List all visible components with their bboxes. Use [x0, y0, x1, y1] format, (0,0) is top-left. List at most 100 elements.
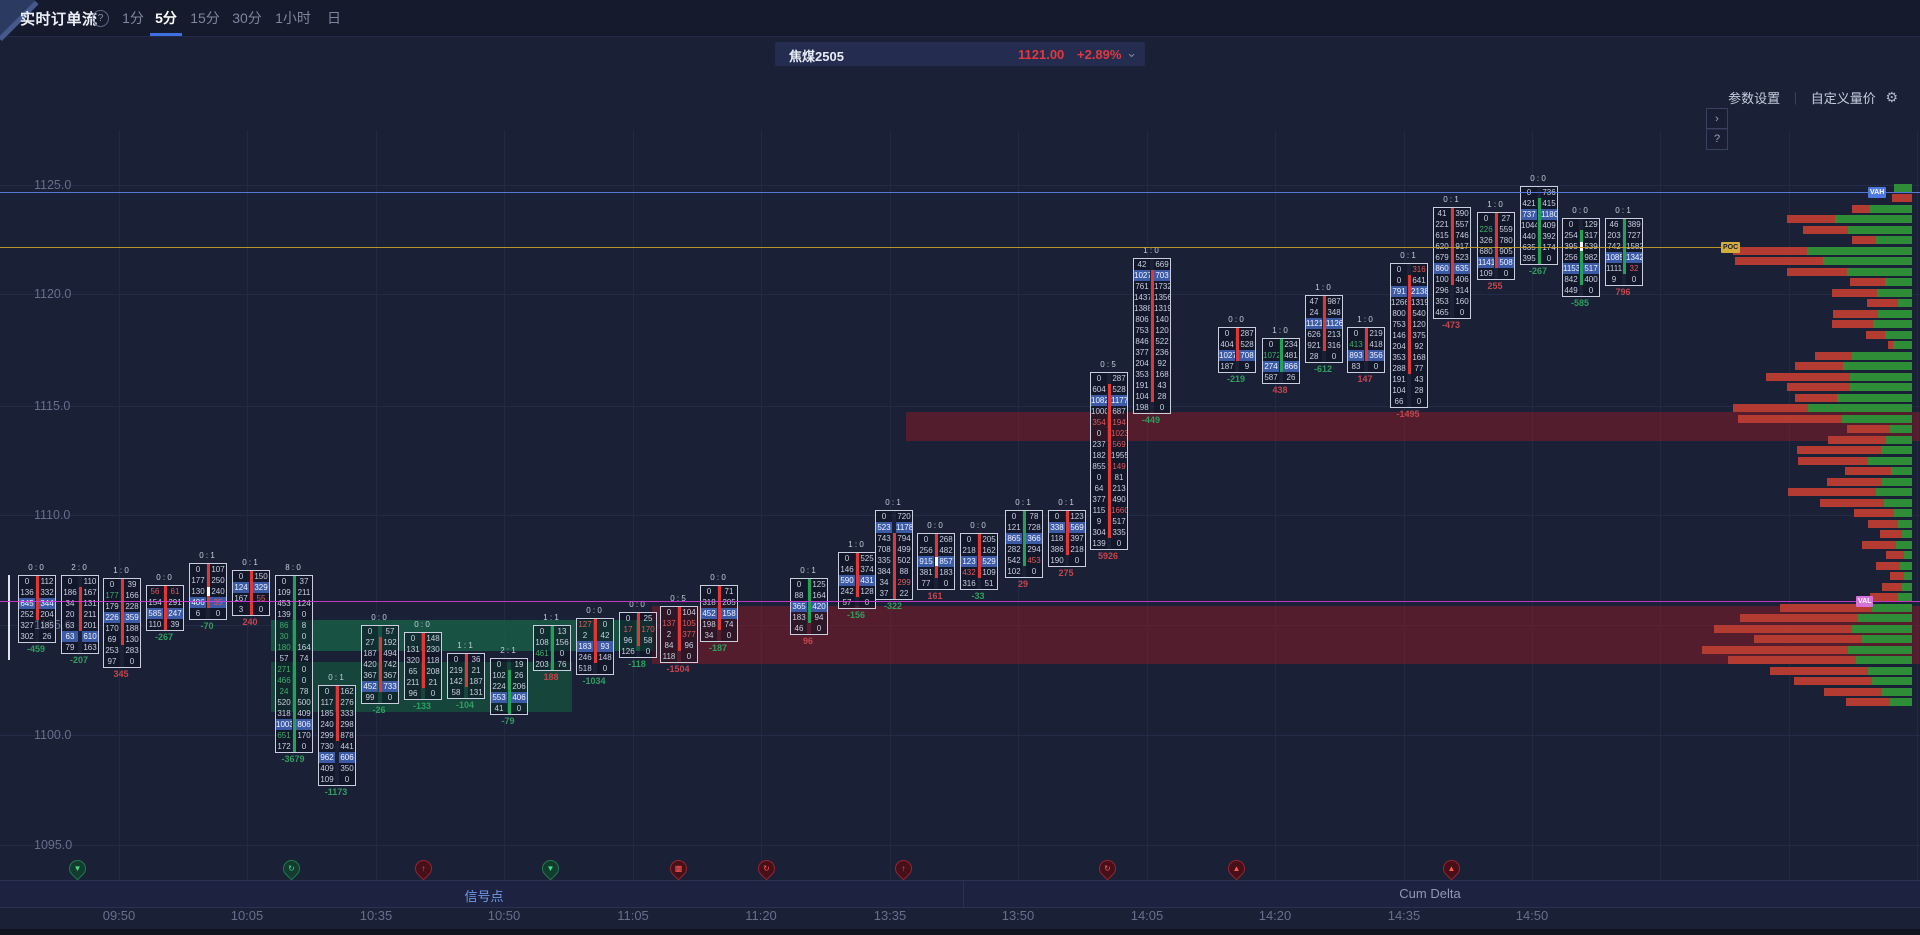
signal-pin-icon[interactable]: ▩: [666, 856, 691, 881]
cum-delta-panel-label[interactable]: Cum Delta: [1399, 886, 1461, 901]
footprint-candle[interactable]: 0 78 121 728 865 366 282 294 542 453 102 0: [1005, 510, 1043, 578]
chevron-down-icon[interactable]: ⌄: [1126, 45, 1137, 60]
ask-volume-cell: 150: [253, 571, 269, 582]
orderflow-chart[interactable]: 0 : 0 0 112 136 332 645 344 252 204 327 185 302 26 -4…: [0, 130, 1920, 881]
ask-volume-cell: 236: [1154, 347, 1170, 358]
bid-volume-cell: 20: [62, 609, 78, 620]
footprint-row: 432 109: [961, 567, 997, 578]
volume-profile-bar-bid: [1780, 604, 1872, 612]
volume-profile-bar-bid: [1766, 373, 1850, 381]
custom-volume-price-button[interactable]: 自定义量价: [1810, 91, 1876, 106]
signal-pin-icon[interactable]: ↑: [411, 856, 436, 881]
footprint-candle[interactable]: 0 150 124 329 167 55 3 0: [232, 570, 270, 616]
ask-volume-cell: 1582: [1626, 241, 1642, 252]
footprint-candle[interactable]: 0 19 102 26 224 206 553 406 41 0: [490, 658, 528, 715]
footprint-row: 104 28: [1134, 391, 1170, 402]
footprint-candle[interactable]: 0 148 131 230 320 118 65 208 211 21 96 0: [404, 632, 442, 700]
horizontal-scrollbar[interactable]: [0, 929, 1920, 935]
bid-volume-cell: 708: [876, 544, 892, 555]
tab-日[interactable]: 日: [327, 10, 341, 26]
tab-15分[interactable]: 15分: [190, 10, 220, 26]
signal-pin-icon[interactable]: ▲: [1439, 856, 1464, 881]
footprint-row: 353 168: [1134, 369, 1170, 380]
bid-volume-cell: 288: [1391, 363, 1407, 374]
footprint-candle[interactable]: 41 390 221 557 615 746 620 917 679 523 860 635 100 40…: [1433, 207, 1471, 319]
footprint-candle[interactable]: 0 234 1072 481 274 866 587 26: [1262, 338, 1300, 384]
footprint-candle[interactable]: 0 13 108 156 461 0 203 76: [533, 625, 571, 671]
footprint-candle[interactable]: 0 57 27 192 187 494 420 742 367 367 452 733 99 0: [361, 625, 399, 704]
footprint-candle[interactable]: 0 71 318 205 452 158 198 74 34 0: [700, 585, 738, 642]
signal-pin-icon[interactable]: ↻: [279, 856, 304, 881]
bid-volume-cell: 2: [577, 630, 593, 641]
bid-volume-cell: 83: [1348, 361, 1364, 372]
expand-button[interactable]: ›: [1706, 108, 1728, 130]
candle-direction-line: [464, 654, 468, 687]
footprint-candle[interactable]: 0 205 218 162 123 529 432 109 316 51: [960, 533, 998, 590]
ask-volume-cell: 0: [640, 646, 656, 657]
footprint-row: 66 0: [1391, 396, 1427, 407]
footprint-candle[interactable]: 0 27 226 559 326 780 680 905 1141 508 109 0: [1477, 212, 1515, 280]
volume-profile-bar-ask: [1850, 373, 1912, 381]
footprint-candle[interactable]: 127 0 2 42 183 93 246 148 518 0: [576, 618, 614, 675]
footprint-candle[interactable]: 0 123 338 569 118 397 386 218 190 0: [1048, 510, 1086, 567]
footprint-row: 102 26: [491, 670, 527, 681]
price-gridline: [0, 406, 1920, 407]
footprint-candle[interactable]: 0 287 604 528 1082 1177 1000 687 354 194 0 1023 237 5…: [1090, 372, 1128, 550]
footprint-candle[interactable]: 56 61 154 291 585 247 110 39: [146, 585, 184, 631]
tab-5分[interactable]: 5分: [150, 0, 182, 36]
tab-1分[interactable]: 1分: [122, 10, 144, 26]
candle-header: 2 : 0: [71, 563, 87, 572]
footprint-candle[interactable]: 0 316 0 641 791 2138 1266 1319 800 540 753 120 146 37…: [1390, 263, 1428, 408]
signal-pin-icon[interactable]: ▼: [538, 856, 563, 881]
footprint-candle[interactable]: 0736421415737118010444094403926351743950: [1520, 186, 1558, 265]
help-icon[interactable]: ?: [92, 10, 109, 27]
candle-direction-line: [593, 619, 597, 663]
footprint-candle[interactable]: 0 525 146 374 590 431 242 128 57 0: [838, 552, 876, 609]
footprint-candle[interactable]: 0 39 177 166 179 228 226 359 170 188 69 130 253 283 97…: [103, 578, 141, 668]
tab-1小时[interactable]: 1小时: [275, 10, 311, 26]
footprint-candle[interactable]: 0 287 404 528 1027 708 187 9: [1218, 327, 1256, 373]
gear-icon[interactable]: ⚙: [1885, 89, 1898, 105]
footprint-candle[interactable]: 0 25 17 170 96 58 126 0: [619, 612, 657, 658]
param-settings-button[interactable]: 参数设置: [1728, 91, 1781, 106]
ask-volume-cell: 96: [681, 640, 697, 651]
footprint-candle[interactable]: 0 36 219 21 142 187 58 131: [447, 653, 485, 699]
footprint-candle[interactable]: 0 107 177 250 130 240 406 35 6 0: [189, 563, 227, 620]
signal-pin-icon[interactable]: ▲: [1224, 856, 1249, 881]
footprint-candle[interactable]: 0 129 254 317 395 539 256 982 1153 517 842 400 449 0: [1562, 218, 1600, 297]
signal-pin-icon[interactable]: ▼: [65, 856, 90, 881]
footprint-candle[interactable]: 0 37 109 211 453 124 139 0 86 8 30 0 180 164 57 74 271 0 4…: [275, 575, 313, 753]
footprint-candle[interactable]: 0 219 413 418 893 356 83 0: [1347, 327, 1385, 373]
footprint-candle[interactable]: 0 268 256 482 915 857 381 183 77 0: [917, 533, 955, 590]
footprint-candle[interactable]: 0 112 136 332 645 344 252 204 327 185 302 26: [18, 575, 56, 643]
footprint-candle[interactable]: 0 720 523 1178 743 794 708 499 335 502 384 88 34 299 3…: [875, 510, 913, 600]
footprint-candle[interactable]: 0 125 88 164 365 420 183 94 46 0: [790, 578, 828, 635]
bid-volume-cell: 183: [577, 641, 593, 652]
footprint-candle[interactable]: 47 987 24 348 1121 1126 626 213 921 316 28 0: [1305, 295, 1343, 363]
footprint-candle[interactable]: 42 669 1027 703 761 1732 1437 1356 1388 1319 806 14…: [1133, 258, 1171, 414]
volume-profile-bar-ask: [1896, 541, 1912, 549]
ask-volume-cell: 88: [896, 566, 912, 577]
footprint-candle[interactable]: 4638920372774215821085134211113290: [1605, 218, 1643, 286]
footprint-candle[interactable]: 0 104 137 105 2 377 84 96 118 0: [660, 606, 698, 663]
signal-pin-icon[interactable]: ↻: [1095, 856, 1120, 881]
tab-30分[interactable]: 30分: [232, 10, 262, 26]
volume-profile-bar-ask: [1848, 646, 1912, 654]
candle-header: 0 : 0: [586, 606, 602, 615]
signal-pin-icon[interactable]: ↑: [891, 856, 916, 881]
bid-volume-cell: 327: [19, 620, 35, 631]
volume-profile-bar-ask: [1891, 467, 1912, 475]
ask-volume-cell: 61: [167, 586, 183, 597]
signal-pin-icon[interactable]: ↻: [754, 856, 779, 881]
panel-help-button[interactable]: ?: [1706, 128, 1728, 150]
bid-volume-cell: 0: [190, 564, 206, 575]
footprint-candle[interactable]: 0 162 117 276 185 333 240 298 299 878 730 441 962 606…: [318, 685, 356, 786]
ask-volume-cell: 0: [859, 597, 875, 608]
bid-volume-cell: 0: [1263, 339, 1279, 350]
volume-profile-bar-ask: [1872, 677, 1912, 685]
ask-volume-cell: 0: [721, 630, 737, 641]
footprint-candle[interactable]: 0 110 186 167 34 131 20 211 63 201 63 610 79 163: [61, 575, 99, 654]
instrument-selector[interactable]: 焦煤2505 1121.00 +2.89% ⌄: [775, 42, 1145, 66]
signal-panel-label[interactable]: 信号点: [464, 889, 504, 904]
footprint-row: 553 406: [491, 692, 527, 703]
